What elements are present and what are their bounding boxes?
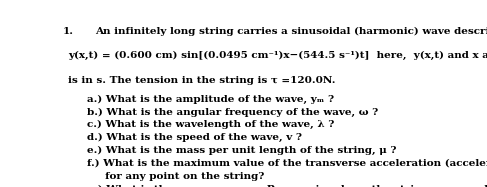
Text: for any point on the string?: for any point on the string? [87,172,264,181]
Text: f.) What is the maximum value of the transverse acceleration (acceleration in th: f.) What is the maximum value of the tra… [87,159,487,168]
Text: e.) What is the mass per unit length of the string, μ ?: e.) What is the mass per unit length of … [87,146,397,155]
Text: c.) What is the wavelength of the wave, λ ?: c.) What is the wavelength of the wave, … [87,120,335,129]
Text: is in s. The tension in the string is τ =120.0N.: is in s. The tension in the string is τ … [68,76,336,85]
Text: 1.: 1. [63,27,74,36]
Text: a.) What is the amplitude of the wave, yₘ ?: a.) What is the amplitude of the wave, y… [87,94,335,104]
Text: b.) What is the angular frequency of the wave, ω ?: b.) What is the angular frequency of the… [87,107,378,117]
Text: y(x,t) = (0.600 cm) sin[(0.0495 cm⁻¹)x−(544.5 s⁻¹)t]  here,  y(x,t) and x are in: y(x,t) = (0.600 cm) sin[(0.0495 cm⁻¹)x−(… [68,51,487,60]
Text: d.) What is the speed of the wave, v ?: d.) What is the speed of the wave, v ? [87,133,302,142]
Text: An infinitely long string carries a sinusoidal (harmonic) wave described by:: An infinitely long string carries a sinu… [95,27,487,36]
Text: g.) What is the average power, Pₐᵥ, moving down the string as a result of the wa: g.) What is the average power, Pₐᵥ, movi… [87,185,487,187]
